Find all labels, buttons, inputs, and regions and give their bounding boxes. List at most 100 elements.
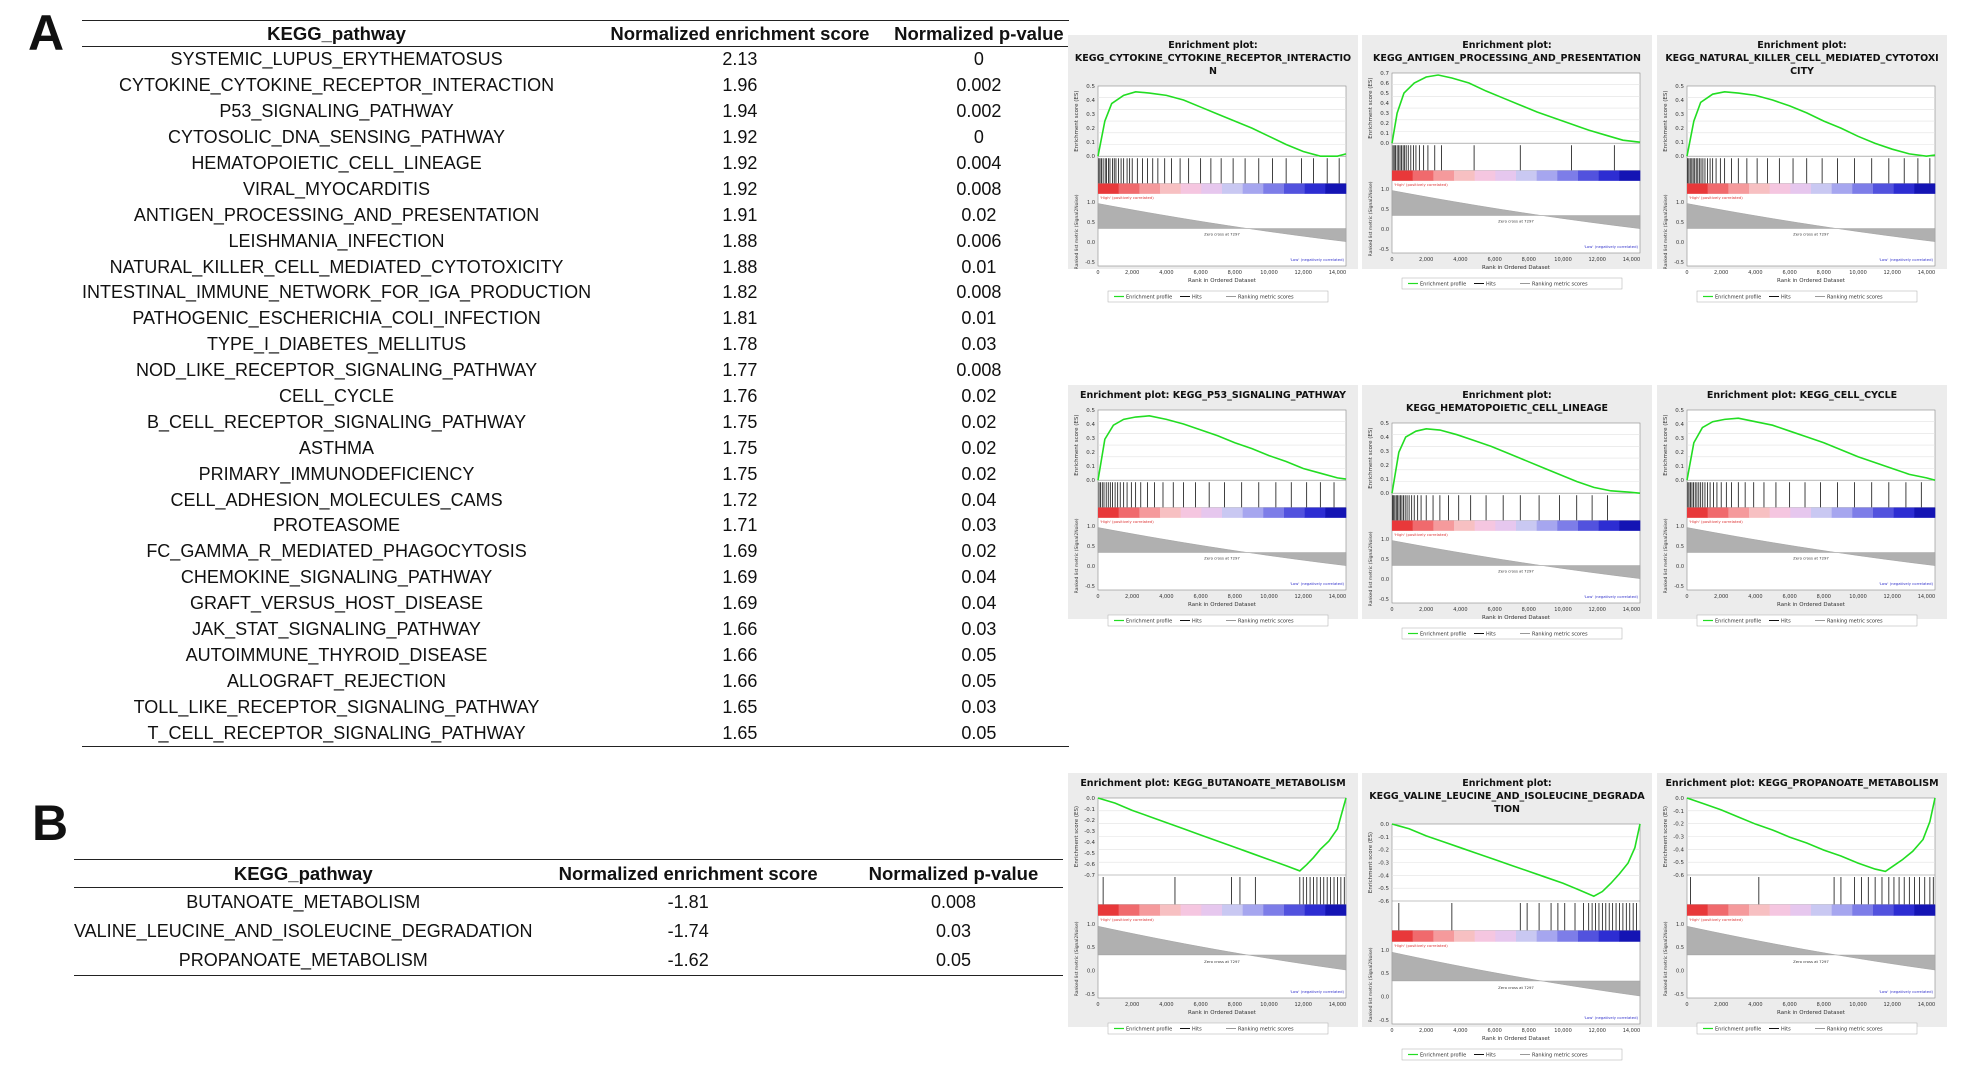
metric-tick-label: 1.0 (1087, 200, 1095, 206)
table-row: TOLL_LIKE_RECEPTOR_SIGNALING_PATHWAY 1.65… (82, 694, 1069, 720)
rank-color-segment (1433, 520, 1455, 531)
pathway-cell: PRIMARY_IMMUNODEFICIENCY (198, 463, 475, 484)
plot-title-line: KEGG_NATURAL_KILLER_CELL_MEDIATED_CYTOTO… (1665, 53, 1939, 64)
x-tick-label: 8,000 (1228, 594, 1242, 600)
y-tick-label: 0.1 (1380, 477, 1389, 483)
y-tick-label: -0.4 (1378, 873, 1389, 879)
pathway-cell: NOD_LIKE_RECEPTOR_SIGNALING_PATHWAY (135, 360, 538, 381)
pvalue-cell: 0.008 (956, 282, 1002, 303)
nes-cell: 1.92 (722, 178, 758, 199)
rank-color-segment (1769, 507, 1791, 518)
rank-color-segment (1852, 183, 1874, 194)
y-tick-label: 0.4 (1675, 98, 1684, 104)
legend-box (1401, 277, 1623, 290)
pvalue-cell: 0.004 (956, 153, 1002, 173)
rank-color-segment (1160, 183, 1181, 194)
enrichment-curve (1391, 428, 1641, 494)
metric-tick-label: 0.5 (1087, 544, 1095, 550)
panel-a-letter: A (28, 5, 65, 61)
header-nes: Normalized enrichment score (610, 22, 870, 44)
y-tick-label: 0.0 (1675, 796, 1684, 802)
x-tick-label: 6,000 (1487, 257, 1501, 263)
legend-metric-label: Ranking metric scores (1532, 632, 1588, 638)
metric-tick-label: 1.0 (1676, 524, 1684, 530)
x-tick-label: 0 (1096, 270, 1099, 276)
ranking-metric-area (1686, 527, 1936, 566)
rank-color-segment (1160, 904, 1181, 916)
es-axis-label: Enrichment score (ES) (1368, 832, 1374, 893)
x-axis-label: Rank in Ordered Dataset (1188, 602, 1257, 608)
pathway-cell: CYTOKINE_CYTOKINE_RECEPTOR_INTERACTION (118, 75, 555, 96)
nes-cell: 1.66 (722, 644, 758, 665)
enrichment-curve (1097, 797, 1347, 872)
rank-color-segment (1598, 930, 1620, 942)
enrichment-curve (1097, 91, 1347, 157)
rank-color-segment (1222, 507, 1243, 518)
metric-tick-label: -0.5 (1085, 260, 1095, 266)
pvalue-cell: 0.008 (956, 178, 1002, 199)
pvalue-cell: 0.02 (961, 204, 997, 225)
legend-profile-label: Enrichment profile (1126, 1027, 1172, 1033)
y-tick-label: -0.6 (1084, 862, 1095, 868)
table-row: FC_GAMMA_R_MEDIATED_PHAGOCYTOSIS 1.69 0.02 (82, 539, 1069, 565)
low-correlated-label: 'Low' (negatively correlated) (1584, 1015, 1639, 1020)
metric-tick-label: 0.0 (1381, 577, 1389, 583)
legend-metric-label: Ranking metric scores (1827, 1027, 1883, 1033)
low-correlated-label: 'Low' (negatively correlated) (1879, 581, 1934, 586)
pathway-cell: TYPE_I_DIABETES_MELLITUS (206, 334, 467, 355)
x-axis-label: Rank in Ordered Dataset (1188, 278, 1257, 284)
pvalue-cell: 0.01 (961, 308, 997, 329)
metric-axis-label: Ranked list metric (Signal2Noise) (1074, 194, 1080, 269)
legend-metric-label: Ranking metric scores (1238, 295, 1294, 301)
pathway-cell: AUTOIMMUNE_THYROID_DISEASE (185, 644, 488, 665)
pvalue-cell: 0.02 (961, 386, 997, 407)
header-pvalue: Normalized p-value (894, 22, 1064, 44)
plot-legend: Enrichment profile Hits Ranking metric sco… (1107, 1022, 1329, 1035)
legend-hits-label: Hits (1781, 619, 1791, 625)
plot-title-line: KEGG_CYTOKINE_CYTOKINE_RECEPTOR_INTERACT… (1074, 53, 1352, 64)
x-tick-label: 4,000 (1748, 1002, 1762, 1008)
nes-cell: 1.91 (722, 204, 758, 225)
nes-cell: 1.66 (722, 619, 758, 640)
rank-color-segment (1516, 170, 1537, 181)
plot-svg: 0.0 -0.1 -0.2 -0.3 -0.4 -0.5 -0.6 Enrichment sc… (1368, 822, 1641, 1061)
x-tick-label: 10,000 (1554, 1028, 1572, 1034)
table-header-row: KEGG_pathway Normalized enrichment score… (82, 21, 1069, 47)
table-row: PRIMARY_IMMUNODEFICIENCY 1.75 0.02 (82, 461, 1069, 487)
legend-box (1696, 1022, 1918, 1035)
rank-color-segment (1687, 183, 1708, 194)
rank-color-segment (1811, 183, 1832, 194)
rank-color-segment (1098, 507, 1119, 518)
rank-color-segment (1619, 520, 1641, 531)
enrichment-plot: Enrichment plot: KEGG_CYTOKINE_CYTOKINE_R… (1068, 35, 1358, 303)
rank-color-segment (1728, 904, 1750, 916)
enrichment-plot: Enrichment plot: KEGG_BUTANOATE_METABOLI… (1068, 773, 1358, 1035)
enrichment-plot: Enrichment plot: KEGG_NATURAL_KILLER_CELL… (1657, 35, 1947, 303)
x-tick-label: 0 (1390, 257, 1393, 263)
rank-color-segment (1392, 170, 1413, 181)
metric-tick-label: 0.0 (1087, 240, 1095, 246)
pvalue-cell: 0.03 (961, 619, 997, 640)
metric-tick-label: 0.0 (1676, 969, 1684, 975)
pathway-cell: PROTEASOME (273, 515, 401, 536)
header-pvalue: Normalized p-value (868, 862, 1039, 884)
x-tick-label: 10,000 (1554, 257, 1572, 263)
pvalue-cell: 0.008 (956, 360, 1002, 381)
rank-color-segment (1325, 904, 1347, 916)
x-tick-label: 0 (1685, 594, 1688, 600)
rank-color-segment (1325, 183, 1347, 194)
hits-group (1392, 145, 1615, 171)
pathway-cell: TOLL_LIKE_RECEPTOR_SIGNALING_PATHWAY (133, 696, 540, 717)
y-tick-label: -0.5 (1084, 851, 1095, 857)
x-axis-label: Rank in Ordered Dataset (1482, 265, 1551, 271)
metric-tick-label: 0.5 (1381, 207, 1389, 213)
high-correlated-label: 'High' (positively correlated) (1689, 917, 1743, 922)
low-correlated-label: 'Low' (negatively correlated) (1584, 594, 1639, 599)
pvalue-cell: 0.01 (961, 256, 997, 277)
rank-color-segment (1139, 904, 1161, 916)
table-row: NATURAL_KILLER_CELL_MEDIATED_CYTOTOXICIT… (82, 254, 1069, 280)
metric-tick-label: -0.5 (1674, 584, 1684, 590)
metric-tick-label: 0.5 (1676, 945, 1684, 951)
rank-color-segment (1098, 904, 1119, 916)
rank-color-segment (1284, 183, 1305, 194)
